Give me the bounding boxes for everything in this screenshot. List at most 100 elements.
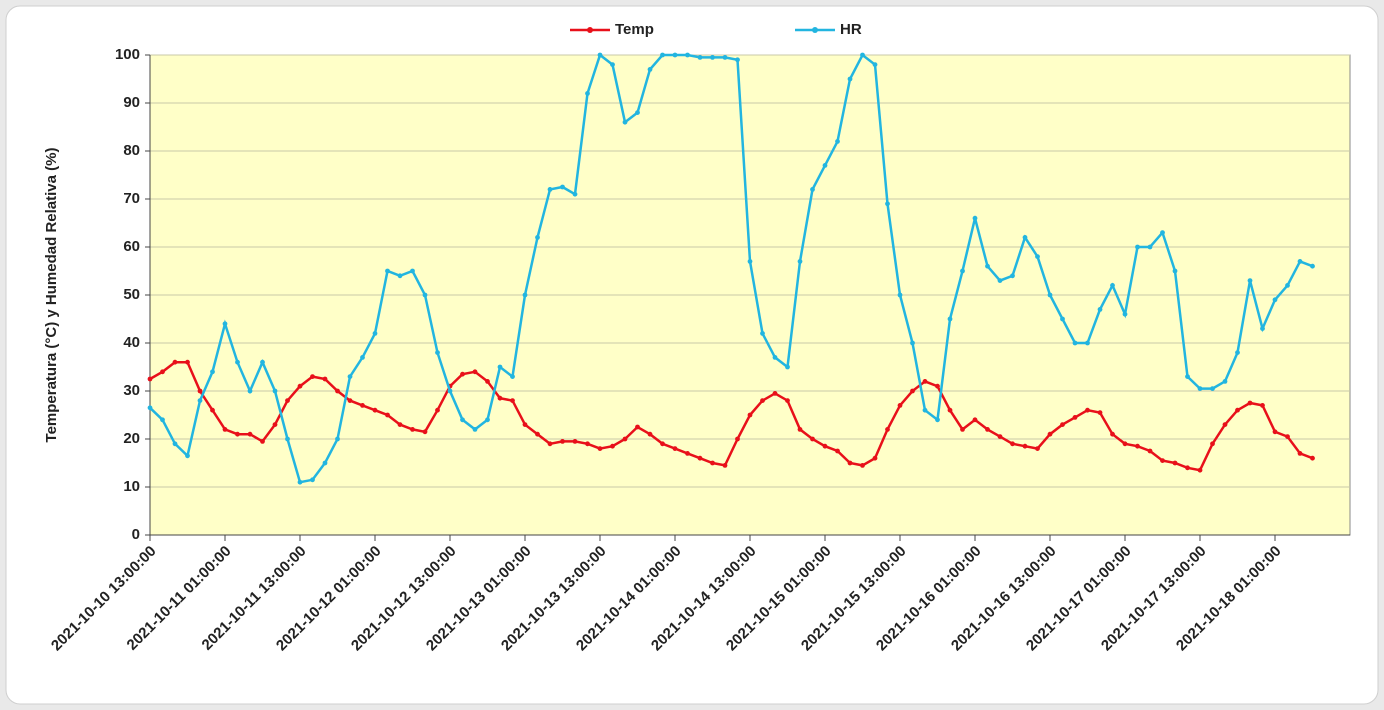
point <box>185 453 190 459</box>
point <box>310 477 315 483</box>
point <box>1072 340 1078 346</box>
point <box>1010 441 1015 447</box>
y-tick-label: 60 <box>123 238 140 255</box>
y-tick-label: 10 <box>123 478 140 495</box>
point <box>160 369 165 375</box>
point <box>272 388 278 394</box>
point <box>1210 441 1215 447</box>
point <box>647 431 653 437</box>
point <box>922 407 928 413</box>
y-tick-label: 20 <box>123 430 140 447</box>
point <box>1147 244 1153 250</box>
point <box>485 417 490 423</box>
point <box>972 215 978 221</box>
point <box>1247 400 1253 406</box>
point <box>797 259 803 264</box>
point <box>1310 455 1315 461</box>
point <box>335 388 340 394</box>
point <box>397 422 403 427</box>
point <box>947 407 953 413</box>
point <box>1297 259 1303 264</box>
point <box>1022 235 1028 240</box>
point <box>735 436 740 442</box>
point <box>1297 451 1303 456</box>
point <box>1160 230 1165 236</box>
y-tick-label: 50 <box>123 286 140 303</box>
point <box>472 369 478 375</box>
point <box>347 374 353 379</box>
point <box>535 235 540 240</box>
point <box>235 359 240 365</box>
point <box>360 403 365 408</box>
point <box>1235 407 1240 413</box>
point <box>1085 407 1090 413</box>
point <box>1097 307 1103 312</box>
point <box>485 379 490 384</box>
point <box>1060 422 1065 427</box>
point <box>710 55 715 60</box>
point <box>647 67 653 72</box>
point <box>910 340 915 346</box>
point <box>410 268 415 274</box>
point <box>597 446 603 451</box>
point <box>672 446 678 451</box>
point <box>1222 422 1228 427</box>
point <box>685 451 690 456</box>
point <box>622 436 628 442</box>
point <box>422 429 428 435</box>
point <box>285 436 290 442</box>
point <box>1185 465 1190 471</box>
point <box>972 417 978 423</box>
point <box>222 427 228 432</box>
point <box>1172 460 1178 466</box>
point <box>735 57 740 63</box>
point <box>285 398 290 403</box>
point <box>210 407 215 413</box>
point <box>1235 350 1240 355</box>
point <box>160 417 165 423</box>
point <box>660 52 665 58</box>
point <box>785 398 790 403</box>
legend-marker <box>812 27 818 33</box>
point <box>997 278 1003 283</box>
point <box>547 441 553 447</box>
point <box>335 436 340 442</box>
point <box>1185 374 1190 379</box>
point <box>1010 273 1015 279</box>
point <box>210 369 215 375</box>
point <box>1047 292 1053 298</box>
point <box>1260 403 1265 408</box>
legend-label: HR <box>840 21 862 38</box>
y-tick-label: 30 <box>123 382 140 399</box>
point <box>835 139 840 144</box>
point <box>822 163 828 168</box>
point <box>535 431 540 437</box>
point <box>1247 278 1253 283</box>
point <box>247 388 253 394</box>
point <box>385 412 390 418</box>
point <box>1197 386 1203 391</box>
point <box>1285 434 1290 439</box>
point <box>397 273 403 279</box>
point <box>810 187 815 192</box>
legend-marker <box>587 27 593 33</box>
point <box>572 439 578 444</box>
point <box>935 417 940 423</box>
point <box>272 422 278 427</box>
y-axis-label: Temperatura (°C) y Humedad Relativa (%) <box>43 148 60 443</box>
point <box>310 374 315 379</box>
point <box>1097 410 1103 415</box>
series-line <box>149 52 1313 484</box>
point <box>672 52 678 58</box>
point <box>785 364 790 370</box>
y-tick-label: 70 <box>123 190 140 207</box>
point <box>722 55 728 60</box>
point <box>635 424 640 430</box>
y-tick-label: 40 <box>123 334 140 351</box>
point <box>585 91 590 96</box>
point <box>260 439 265 444</box>
point <box>247 431 253 437</box>
point <box>760 331 765 336</box>
point <box>372 331 378 336</box>
